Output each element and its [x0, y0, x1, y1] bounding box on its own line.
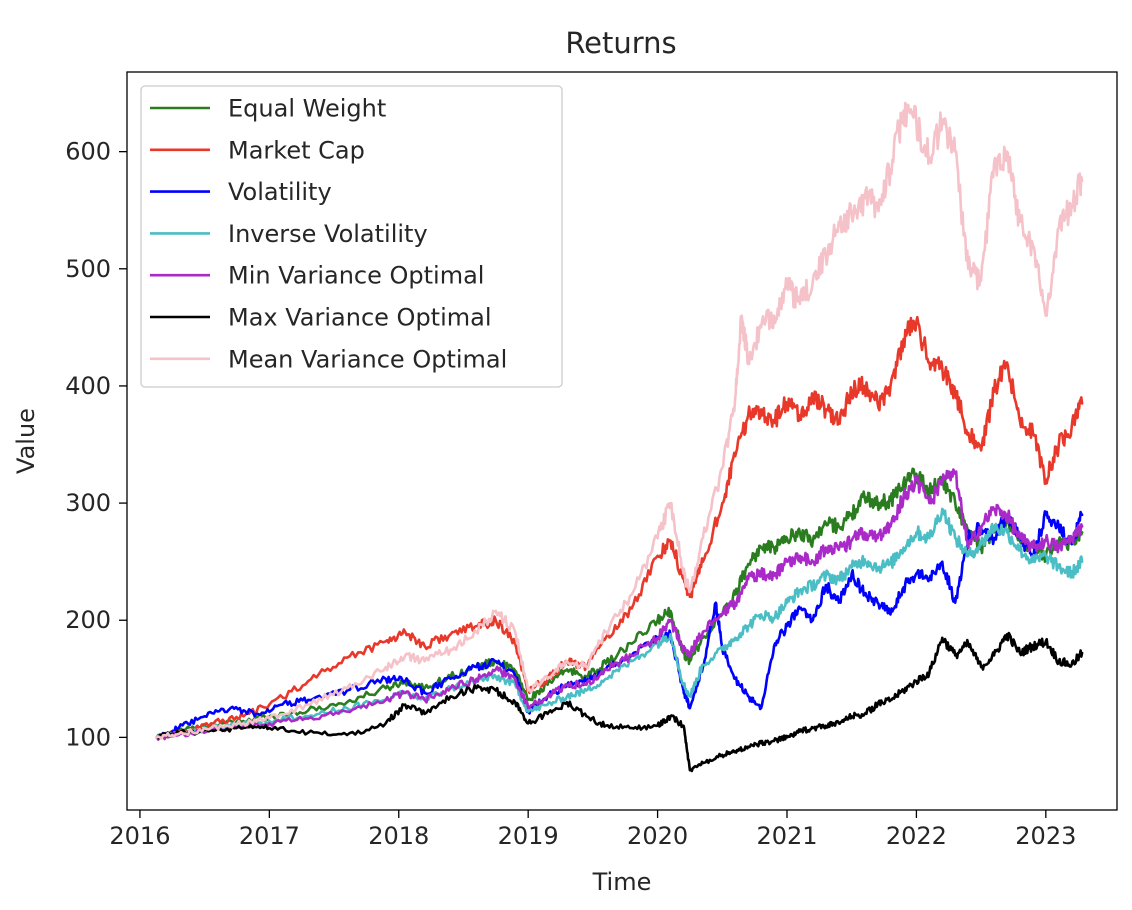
legend-label: Market Cap	[228, 136, 365, 164]
y-tick-label: 300	[65, 489, 111, 517]
x-axis: 2016 2017 2018 2019 2020 2021 2022 2023	[109, 810, 1076, 850]
x-tick-label: 2023	[1015, 822, 1076, 850]
plot-area-frame	[126, 71, 1118, 811]
chart-title: Returns	[565, 26, 676, 60]
legend-label: Volatility	[228, 178, 332, 206]
series-line-6	[155, 101, 1084, 740]
x-tick-label: 2020	[627, 822, 688, 850]
x-tick-label: 2017	[239, 822, 300, 850]
y-tick-label: 100	[65, 723, 111, 751]
legend-label: Equal Weight	[228, 95, 386, 123]
legend-frame	[140, 85, 563, 388]
x-tick-label: 2022	[886, 822, 947, 850]
series-layer	[155, 101, 1084, 773]
series-line-1	[155, 315, 1084, 741]
legend-label: Mean Variance Optimal	[228, 345, 507, 373]
legend-label: Min Variance Optimal	[228, 262, 484, 290]
y-tick-label: 400	[65, 372, 111, 400]
x-tick-label: 2018	[368, 822, 429, 850]
x-axis-title: Time	[592, 868, 652, 896]
legend-items: Equal Weight Market Cap Volatility Inverse …	[150, 95, 507, 373]
x-tick-label: 2019	[498, 822, 559, 850]
x-tick-label: 2016	[109, 822, 170, 850]
series-line-5	[155, 631, 1084, 773]
legend-label: Max Variance Optimal	[228, 304, 492, 332]
x-tick-label: 2021	[756, 822, 817, 850]
y-tick-label: 600	[65, 138, 111, 166]
legend-label: Inverse Volatility	[228, 220, 428, 248]
y-tick-label: 500	[65, 255, 111, 283]
series-line-4	[155, 468, 1084, 741]
y-tick-label: 200	[65, 606, 111, 634]
y-axis: 100 200 300 400 500 600	[65, 138, 127, 751]
y-axis-title: Value	[12, 408, 40, 474]
series-line-3	[155, 507, 1084, 739]
legend: Equal Weight Market Cap Volatility Inverse …	[140, 85, 563, 388]
